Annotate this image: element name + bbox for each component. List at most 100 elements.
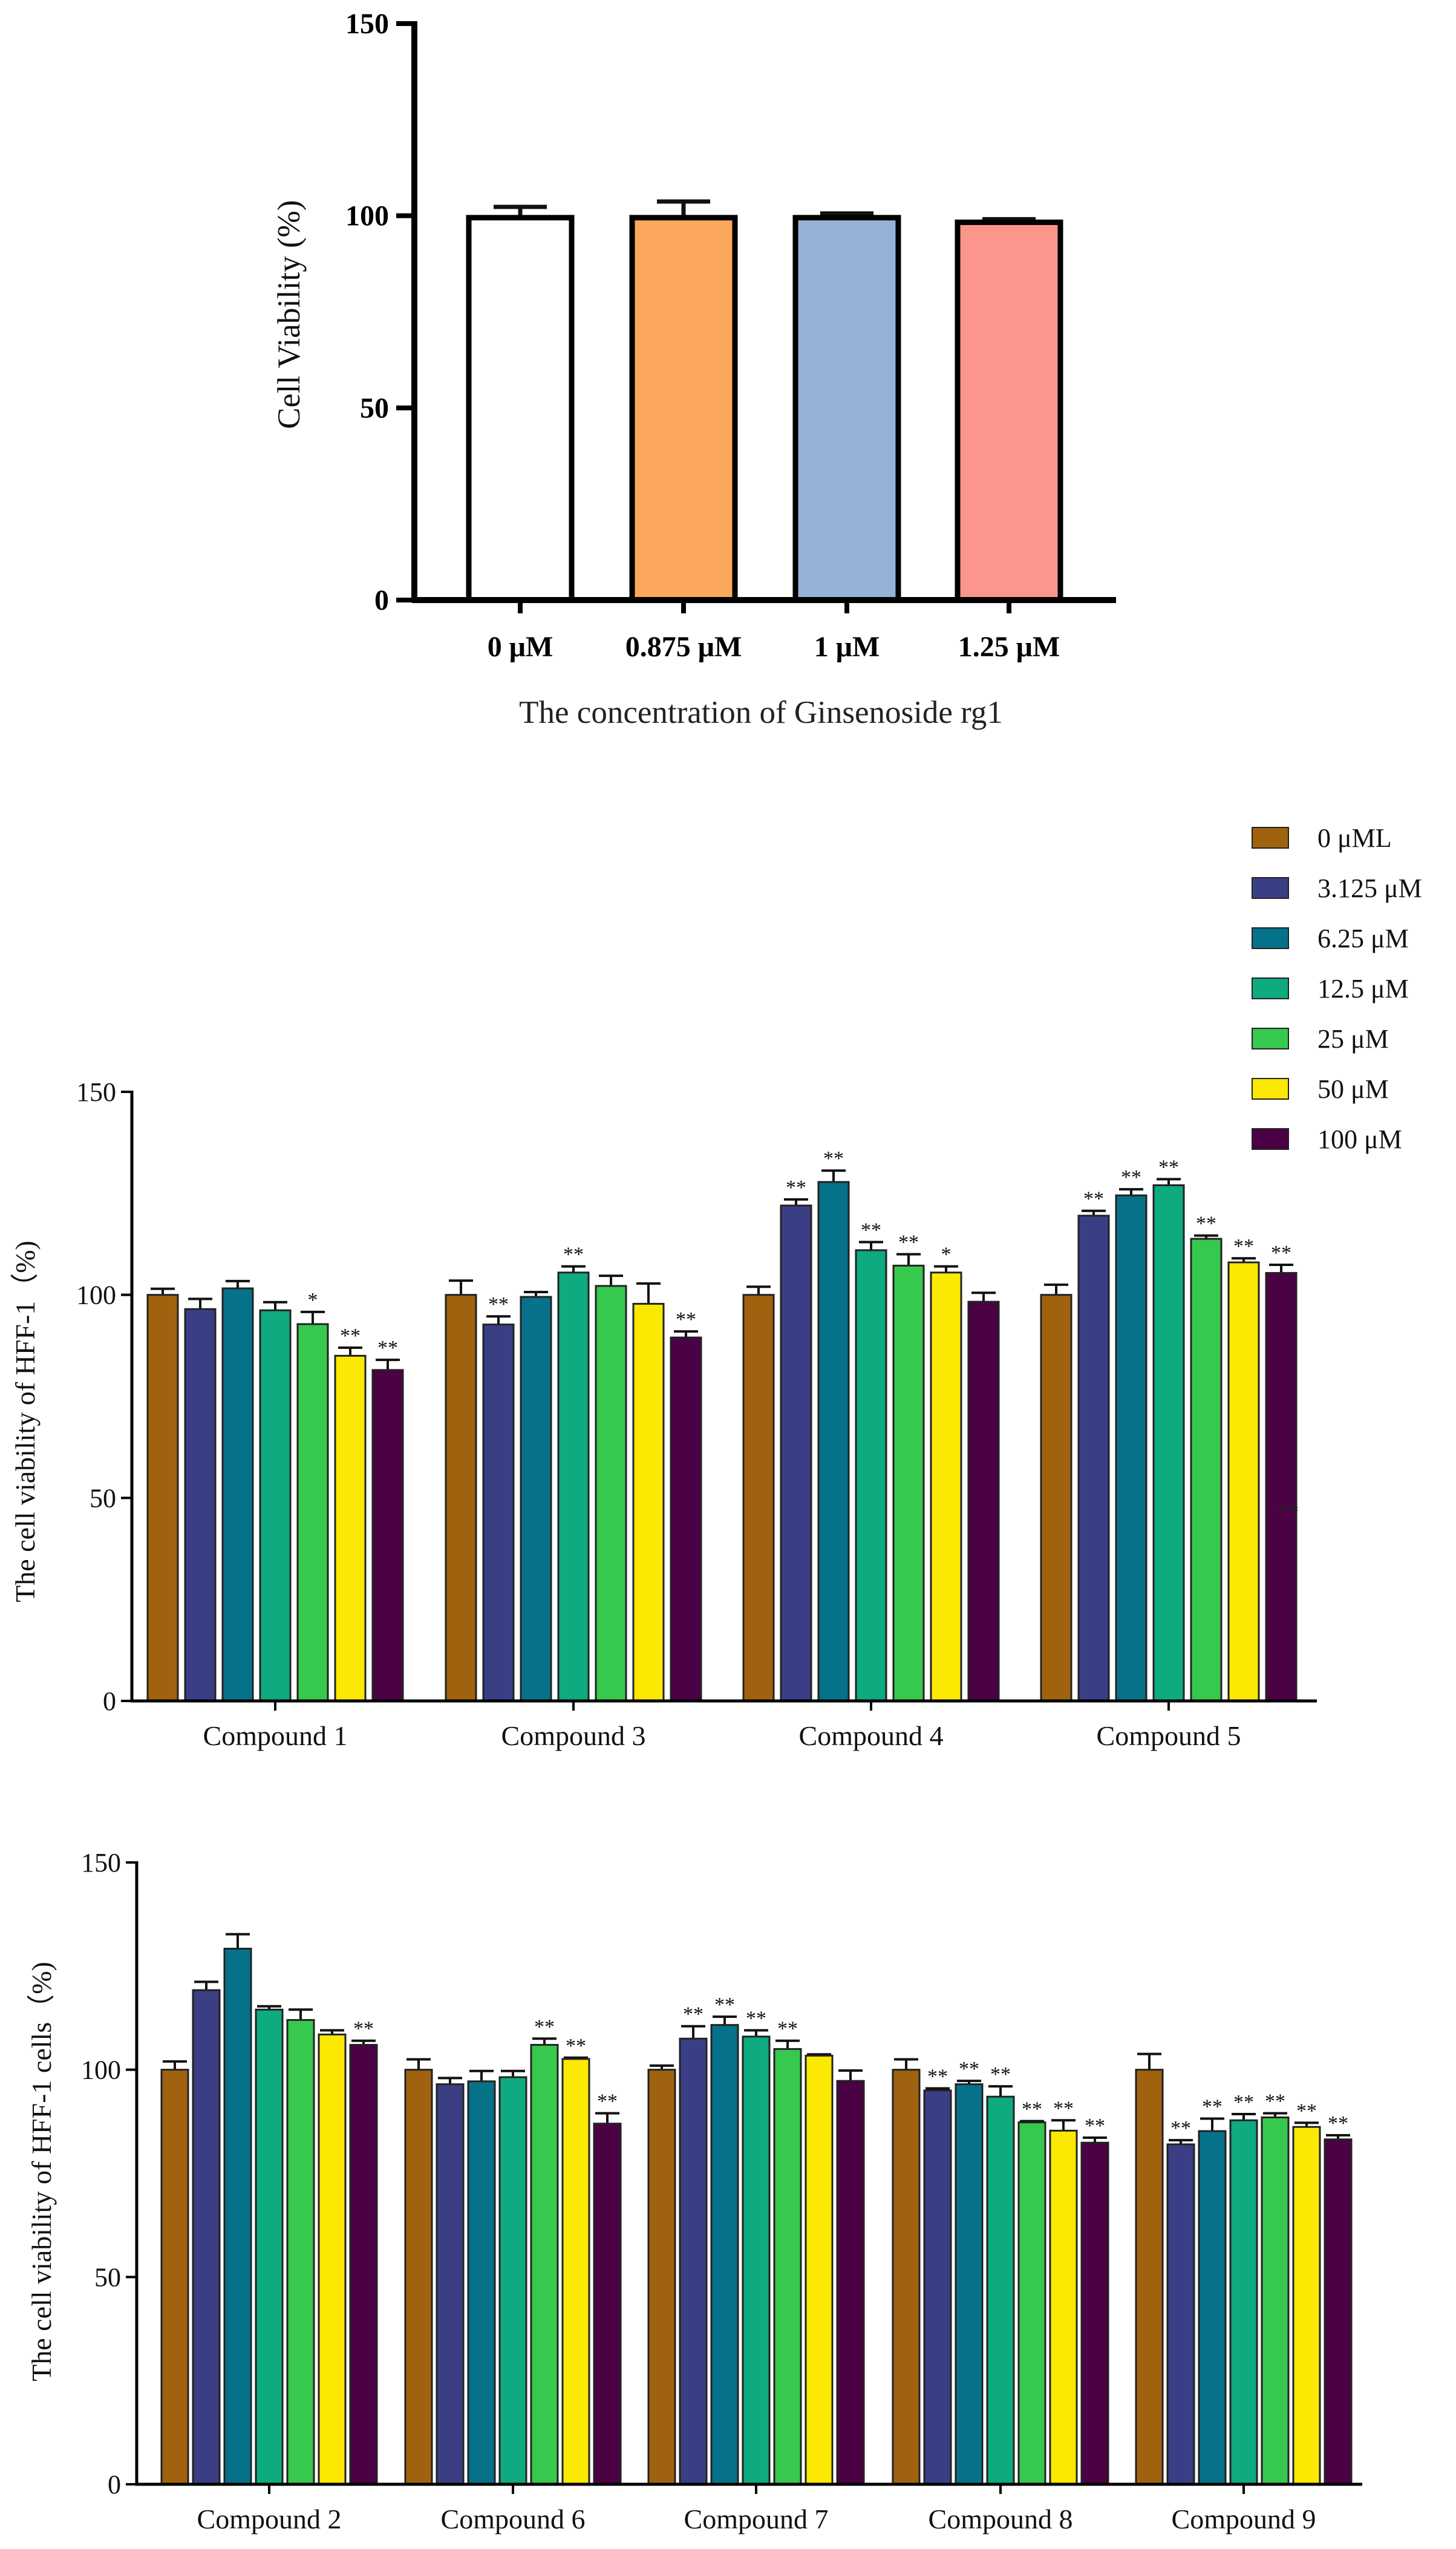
- legend-swatch: [1252, 1028, 1289, 1049]
- bottom-significance-label: **: [597, 2090, 618, 2113]
- top-bar-2: [792, 215, 901, 603]
- bottom-significance-label: **: [1296, 2100, 1317, 2122]
- middle-bar: [632, 1302, 665, 1702]
- middle-bar: [445, 1294, 477, 1702]
- middle-bar: [184, 1308, 217, 1702]
- bottom-bars: ** ** ** ** ** ** ** ** ** ** ** ** ** ** ** ** ** ** ** **: [160, 1933, 1353, 2485]
- middle-significance-label: **: [676, 1308, 696, 1331]
- bottom-bar: [1080, 2141, 1109, 2485]
- bottom-significance-label: **: [1328, 2112, 1348, 2135]
- bottom-significance-label: **: [990, 2063, 1011, 2086]
- bottom-significance-label: **: [927, 2066, 948, 2088]
- bottom-significance-label: **: [534, 2015, 555, 2038]
- middle-bar: [146, 1294, 179, 1702]
- middle-significance-label: **: [1121, 1166, 1141, 1189]
- middle-x-tick-label: Compound 4: [799, 1720, 944, 1751]
- middle-bar: [855, 1249, 887, 1702]
- middle-significance-label: **: [786, 1177, 806, 1199]
- middle-bar: [371, 1369, 404, 1702]
- bottom-significance-label: **: [1233, 2091, 1254, 2113]
- bottom-bar: [773, 2048, 802, 2485]
- bottom-bar: [561, 2058, 590, 2485]
- bottom-bar: [593, 2123, 622, 2485]
- bottom-bar: [467, 2080, 496, 2485]
- middle-bar: [1077, 1215, 1110, 1702]
- bottom-bar: [192, 1989, 221, 2485]
- middle-x-tick-label: Compound 5: [1097, 1720, 1241, 1751]
- middle-significance-label: **: [898, 1232, 919, 1254]
- top-y-tick-label: 0: [374, 584, 389, 616]
- bottom-y-tick-label: 0: [108, 2470, 121, 2499]
- middle-significance-label: **: [340, 1325, 361, 1347]
- bottom-significance-label: **: [746, 2008, 766, 2030]
- bottom-bar: [1049, 2129, 1078, 2485]
- bottom-x-tick-label: Compound 8: [929, 2504, 1073, 2534]
- middle-significance-label: **: [1271, 1242, 1291, 1264]
- bottom-significance-label: **: [566, 2035, 586, 2057]
- bottom-significance-label: **: [353, 2018, 374, 2040]
- bottom-bar: [1166, 2143, 1195, 2485]
- bottom-significance-label: **: [959, 2058, 979, 2080]
- middle-bar: [892, 1264, 925, 1702]
- top-bar-1: [629, 215, 738, 603]
- middle-bar: [742, 1294, 775, 1702]
- middle-significance-label: **: [861, 1219, 881, 1241]
- middle-bar: [670, 1336, 702, 1702]
- bottom-bar: [679, 2037, 708, 2485]
- middle-bar: [221, 1287, 254, 1702]
- middle-bar: [967, 1301, 1000, 1702]
- middle-significance-label: **: [488, 1293, 509, 1316]
- top-y-tick-label: 150: [345, 8, 389, 40]
- bottom-x-tick-label: Compound 6: [441, 2504, 586, 2534]
- bottom-bar: [710, 2024, 739, 2485]
- bottom-bar: [160, 2069, 189, 2485]
- middle-bar: [1265, 1271, 1298, 1702]
- top-x-axis-label: The concentration of Ginsenoside rg1: [519, 695, 1003, 730]
- bottom-bar: [436, 2083, 465, 2485]
- top-bar-3: [955, 219, 1063, 603]
- bottom-x-tick-label: Compound 7: [684, 2504, 829, 2534]
- bottom-significance-label: **: [683, 2003, 704, 2026]
- legend-swatch: [1252, 1078, 1289, 1100]
- bottom-bar: [805, 2054, 834, 2485]
- bottom-significance-label: **: [1053, 2097, 1074, 2120]
- bottom-bar: [349, 2044, 378, 2485]
- middle-y-tick-label: 0: [103, 1686, 116, 1716]
- middle-bar: [1152, 1184, 1185, 1702]
- bottom-bar: [1135, 2069, 1164, 2485]
- top-bar-0: [466, 215, 575, 603]
- bottom-bar: [1017, 2121, 1046, 2485]
- middle-significance-label: **: [1233, 1235, 1254, 1258]
- bottom-bar: [923, 2089, 952, 2485]
- top-x-tick-label: 0 μM: [488, 631, 553, 663]
- legend-swatch: [1252, 877, 1289, 899]
- bottom-bar: [1198, 2130, 1227, 2485]
- bottom-y-tick-label: 50: [94, 2262, 121, 2292]
- middle-bar: [1190, 1238, 1223, 1702]
- legend-label: 50 μM: [1317, 1074, 1389, 1104]
- middle-y-tick-label: 100: [76, 1281, 116, 1310]
- bottom-significance-label: **: [777, 2018, 798, 2040]
- legend-label: 100 μM: [1317, 1124, 1402, 1154]
- bottom-bar: [742, 2035, 771, 2485]
- middle-x-tick-label: Compound 1: [203, 1720, 348, 1751]
- legend-label: 6.25 μM: [1317, 924, 1409, 953]
- bottom-significance-label: **: [1085, 2115, 1105, 2137]
- top-x-tick-label: 1.25 μM: [958, 631, 1060, 663]
- middle-significance-label: *: [308, 1289, 318, 1311]
- legend: 0 μML 3.125 μM 6.25 μM 12.5 μM 25 μM 50 μM 100…: [1252, 823, 1422, 1154]
- middle-significance-label: **: [823, 1147, 844, 1170]
- legend-swatch: [1252, 1128, 1289, 1150]
- bottom-bar: [286, 2019, 315, 2485]
- bottom-bar: [892, 2069, 921, 2485]
- middle-axes: Compound 1 Compound 3 Compound 4 Compound 5…: [76, 1077, 1317, 1751]
- top-x-tick-label: 0.875 μM: [625, 631, 742, 663]
- middle-bar: [817, 1181, 850, 1702]
- middle-y-tick-label: 50: [90, 1483, 116, 1513]
- bottom-x-tick-label: Compound 2: [197, 2504, 342, 2534]
- middle-bar: [296, 1323, 329, 1702]
- bottom-bar: [836, 2080, 865, 2485]
- bottom-bar: [530, 2044, 559, 2485]
- middle-x-tick-label: Compound 3: [501, 1720, 646, 1751]
- middle-y-axis-label: The cell viability of HFF-1（%): [10, 1241, 41, 1602]
